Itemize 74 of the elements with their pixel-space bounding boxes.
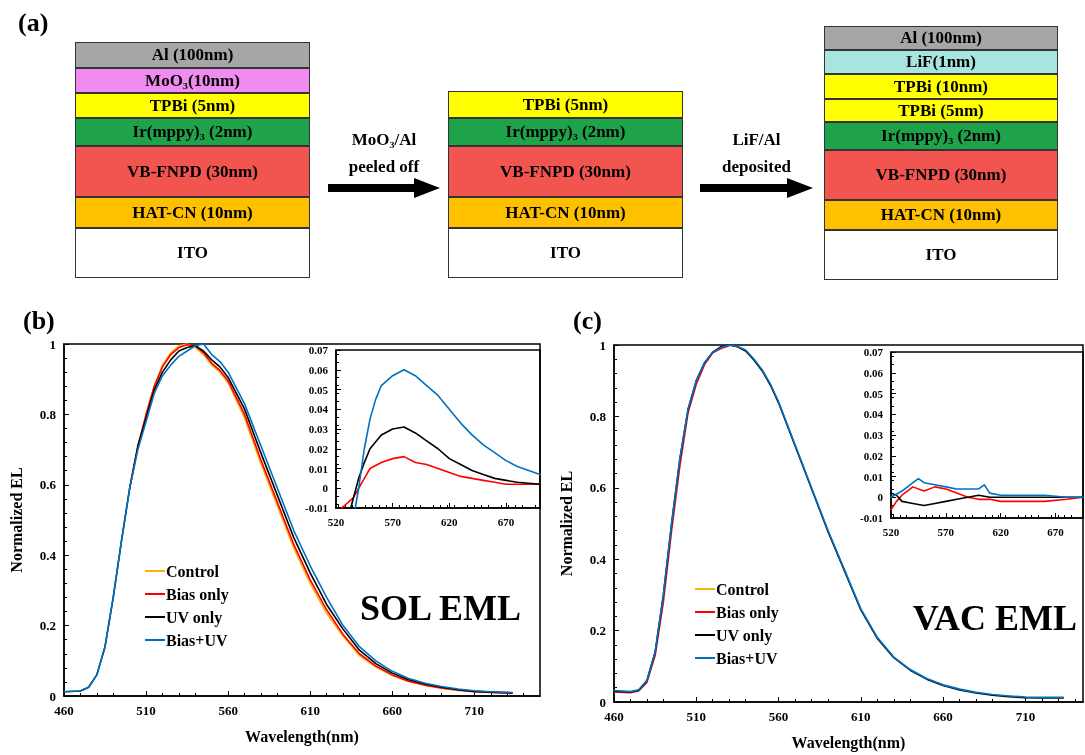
y-tick-label: 0: [877, 491, 884, 504]
line-series: [354, 368, 541, 509]
line-series: [890, 477, 1084, 499]
y-tick-label: 0.04: [308, 403, 329, 416]
x-tick-label: 560: [768, 709, 789, 724]
x-tick-label: 610: [300, 703, 320, 718]
y-tick-label: 0.04: [863, 408, 884, 421]
x-tick-label: 660: [382, 703, 403, 718]
chart-title: (b): [23, 305, 55, 335]
x-tick-label: 620: [992, 525, 1010, 538]
y-tick-label: -0.01: [860, 512, 883, 524]
legend-label: UV only: [716, 626, 773, 645]
y-axis-title: Normalized EL: [7, 467, 25, 573]
y-tick-label: 0.07: [308, 344, 329, 356]
text: MoO₃/Al peeled off: [347, 129, 421, 178]
legend-label: Control: [166, 562, 220, 580]
y-tick-label: 0.02: [308, 442, 329, 455]
y-tick-label: 0.6: [589, 480, 607, 496]
layer-stack: Al (100nm) MoO₃(10nm) TPBi (5nm) Ir(mppy)₃ (2nm) VB-FNPD (30nm) HAT-CN (10nm) ITO: [75, 42, 310, 278]
x-tick-label: 520: [882, 525, 900, 538]
y-tick-label: 0: [322, 482, 329, 495]
x-tick-label: 710: [464, 703, 485, 718]
y-tick-label: 0: [599, 694, 606, 710]
x-tick-label: 510: [686, 709, 707, 724]
y-tick-label: 0.01: [308, 462, 328, 475]
x-tick-label: 460: [604, 709, 624, 724]
chart-title: (c): [573, 305, 602, 335]
y-tick-label: 0.06: [308, 363, 329, 376]
x-tick-label: 560: [218, 703, 238, 718]
x-tick-label: 670: [1047, 525, 1065, 538]
y-tick-label: 0.03: [863, 429, 884, 441]
legend-label: Bias only: [166, 585, 229, 604]
x-tick-label: 670: [497, 515, 515, 528]
legend-label: Bias+UV: [166, 631, 229, 649]
x-tick-label: 510: [136, 703, 156, 718]
legend-label: Bias+UV: [716, 649, 779, 667]
y-tick-label: -0.01: [305, 502, 328, 514]
x-tick-label: 520: [327, 515, 345, 528]
annotation: VAC EML: [912, 598, 1077, 638]
legend-label: UV only: [166, 608, 223, 627]
y-tick-label: 0.8: [589, 408, 607, 424]
y-tick-label: 1: [599, 337, 606, 353]
layer-stack: TPBi (5nm) Ir(mppy)₃ (2nm) VB-FNPD (30nm) HAT-CN (10nm) ITO: [448, 91, 683, 278]
text: (a): [18, 8, 49, 38]
y-tick-label: 0.4: [39, 547, 57, 563]
y-axis-title: Normalized EL: [557, 470, 575, 577]
legend-label: Bias only: [716, 603, 779, 622]
x-tick-label: 570: [937, 525, 955, 538]
x-tick-label: 660: [933, 709, 953, 724]
y-tick-label: 0.05: [308, 383, 329, 396]
y-tick-label: 0.4: [589, 551, 607, 567]
x-tick-label: 610: [851, 709, 871, 724]
y-tick-label: 0.06: [863, 366, 884, 379]
x-axis-title: Wavelength(nm): [245, 727, 359, 746]
layer-stack: Al (100nm) LiF(1nm) TPBi (10nm) TPBi (5nm) Ir(mppy)₃ (2nm) VB-FNPD (30nm) HAT-CN (10nm) ITO: [824, 26, 1058, 280]
y-tick-label: 0.6: [39, 477, 57, 493]
x-axis-title: Wavelength(nm): [791, 733, 906, 752]
annotation: SOL EML: [359, 588, 522, 628]
y-tick-label: 0.2: [39, 618, 56, 634]
y-tick-label: 1: [49, 336, 56, 352]
x-tick-label: 570: [384, 515, 402, 528]
y-tick-label: 0.2: [589, 623, 606, 639]
x-tick-label: 620: [441, 515, 459, 528]
y-tick-label: 0.8: [39, 406, 57, 422]
y-tick-label: 0.05: [863, 387, 884, 400]
text: LiF/Al deposited: [721, 129, 792, 178]
y-tick-label: 0.01: [863, 470, 883, 483]
y-tick-label: 0.02: [863, 449, 884, 462]
y-tick-label: 0: [49, 688, 56, 704]
y-tick-label: 0.03: [308, 423, 329, 435]
legend-label: Control: [716, 580, 770, 598]
x-tick-label: 710: [1015, 709, 1036, 724]
x-tick-label: 460: [54, 703, 74, 718]
y-tick-label: 0.07: [863, 346, 884, 358]
